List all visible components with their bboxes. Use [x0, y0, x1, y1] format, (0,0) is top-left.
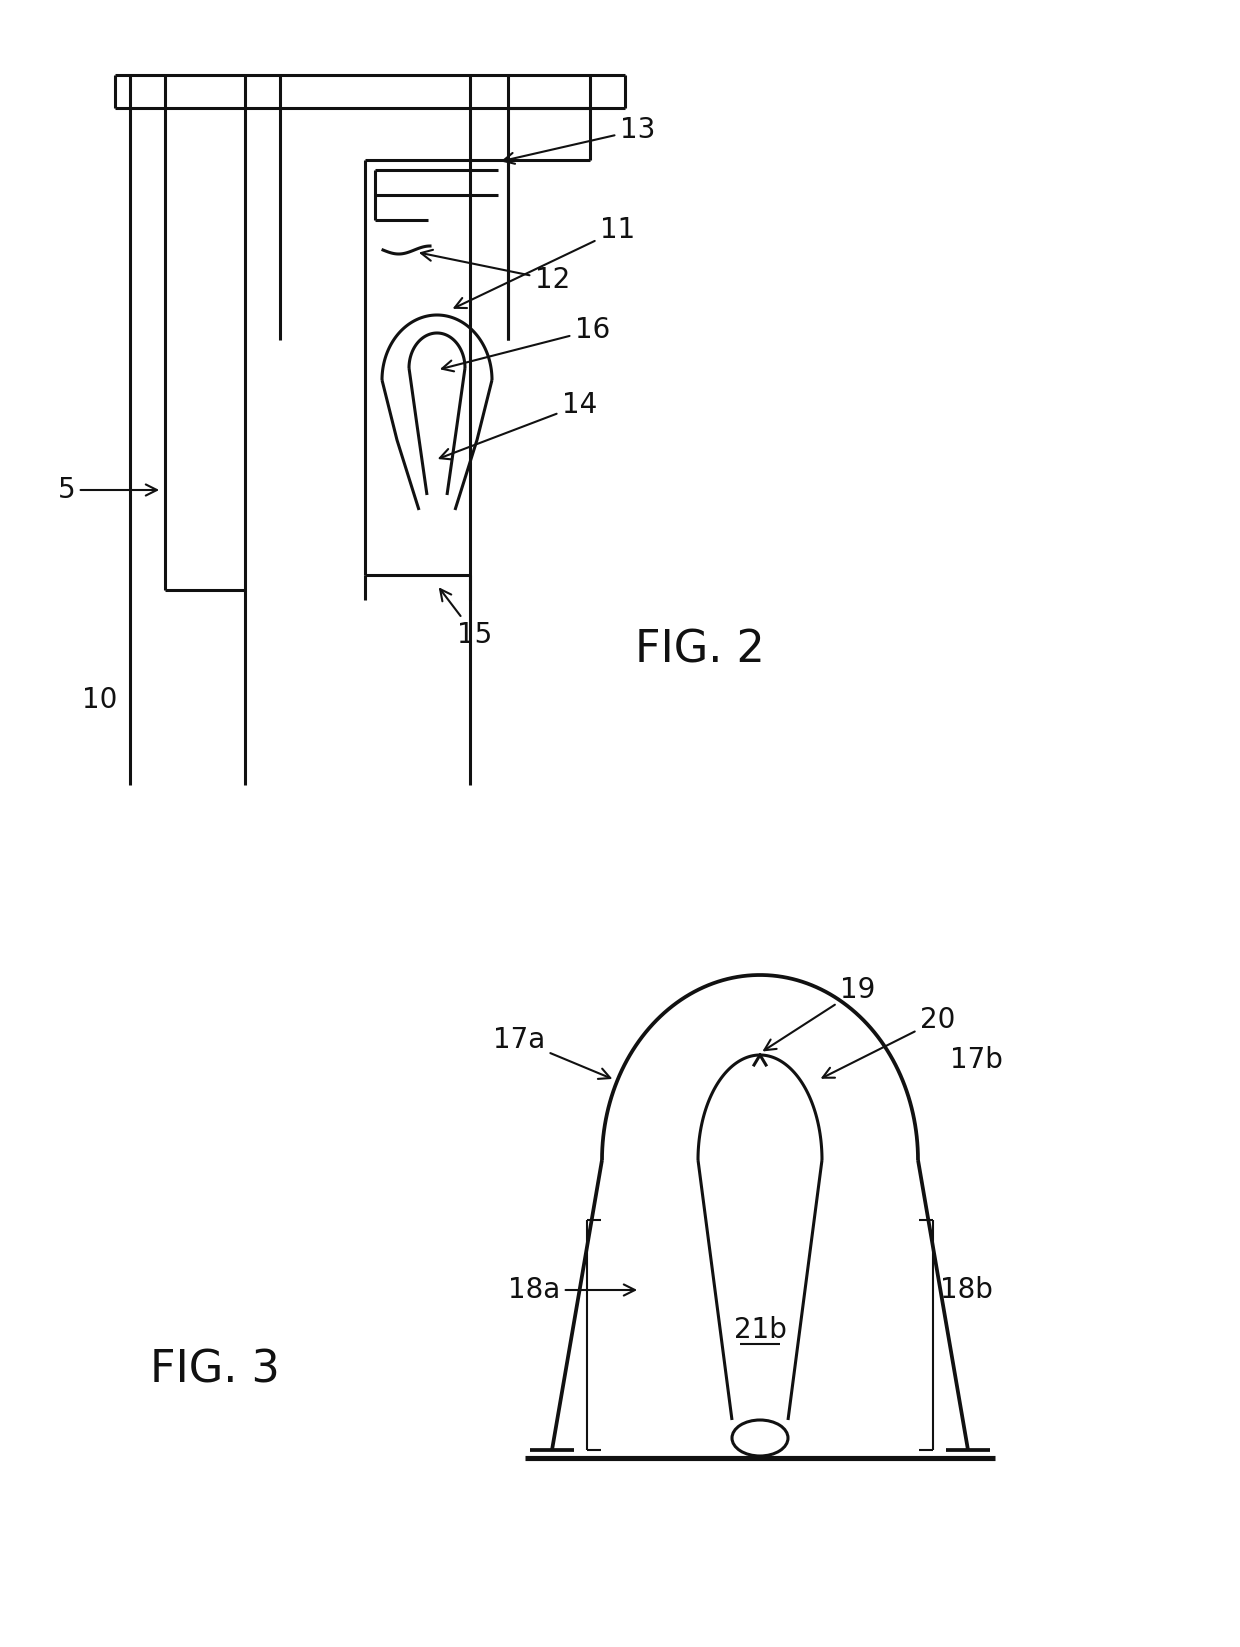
Text: 19: 19	[764, 977, 875, 1051]
Text: 16: 16	[441, 316, 610, 371]
Text: 18a: 18a	[507, 1276, 635, 1304]
Text: FIG. 3: FIG. 3	[150, 1349, 280, 1392]
Text: 11: 11	[455, 216, 635, 308]
Text: 10: 10	[82, 687, 118, 715]
Text: 5: 5	[57, 476, 157, 504]
Text: 20: 20	[822, 1006, 955, 1077]
Text: 12: 12	[422, 250, 570, 295]
Ellipse shape	[732, 1420, 787, 1456]
Text: 13: 13	[503, 115, 656, 163]
Text: 18b: 18b	[940, 1276, 993, 1304]
Text: 17a: 17a	[492, 1026, 610, 1079]
Text: 15: 15	[440, 590, 492, 649]
Text: 14: 14	[440, 390, 598, 460]
Text: 17b: 17b	[950, 1046, 1003, 1074]
Text: 21b: 21b	[734, 1316, 786, 1344]
Text: FIG. 2: FIG. 2	[635, 629, 765, 672]
